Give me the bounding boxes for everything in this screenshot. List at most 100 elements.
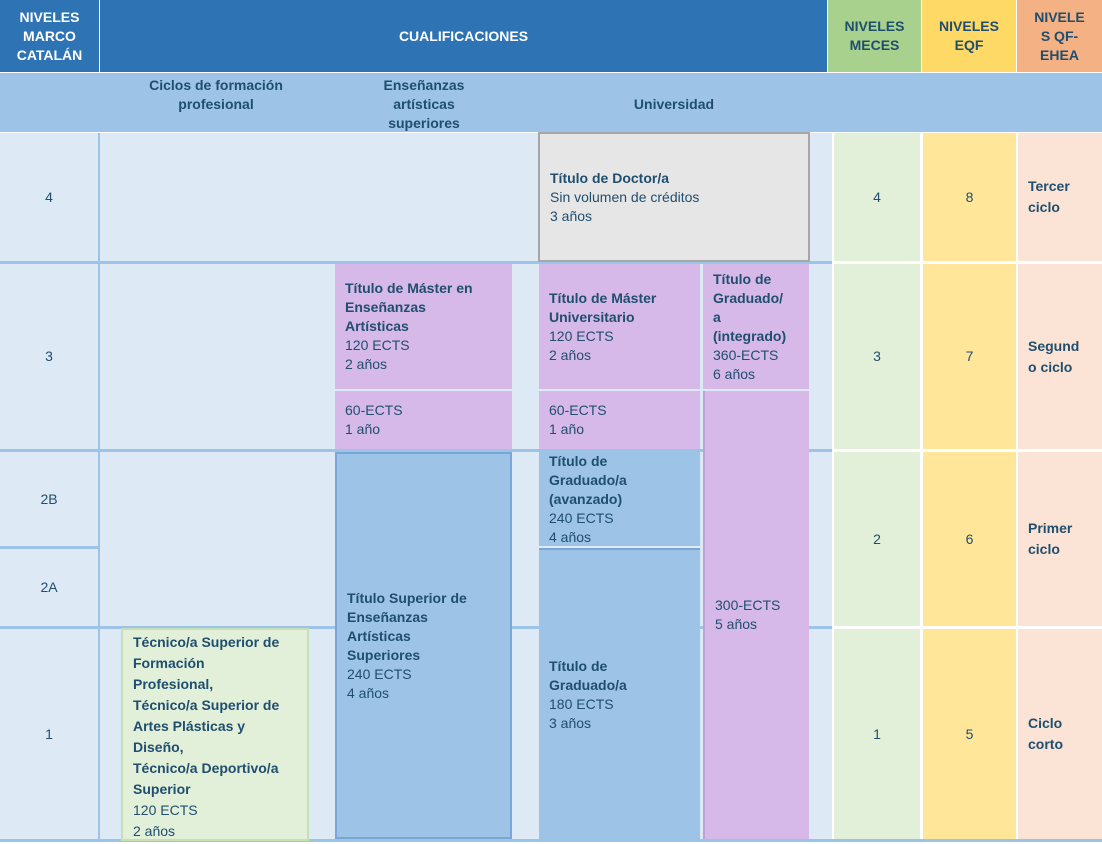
- eqf-5: 5: [923, 629, 1016, 839]
- level-4: 4: [0, 133, 98, 261]
- master-artisticas-title3: Artísticas: [345, 318, 409, 334]
- ects-300-cell: 300-ECTS 5 años: [703, 391, 809, 839]
- master-artisticas-credits: 120 ECTS: [345, 337, 410, 353]
- qf-segundo-line1: Segund: [1028, 337, 1080, 354]
- row-separator: [0, 449, 832, 452]
- ects-300-credits: 300-ECTS: [715, 597, 781, 613]
- tecnico-title6: Diseño,: [133, 739, 184, 755]
- col-separator: [98, 133, 100, 841]
- graduado-avanzado-cell: Título de Graduado/a (avanzado) 240 ECTS…: [539, 452, 700, 546]
- graduado-avanzado-title3: (avanzado): [549, 490, 623, 507]
- header-cualificaciones: CUALIFICACIONES: [100, 0, 827, 72]
- level-2b: 2B: [0, 452, 98, 546]
- subheader-ciclos-line2: profesional: [178, 96, 254, 112]
- ects-300-years: 5 años: [715, 616, 758, 632]
- header-eqf-line2: EQF: [954, 37, 984, 53]
- artisticas-60-cell: 60-ECTS 1 año: [335, 391, 512, 449]
- graduado-years: 3 años: [549, 714, 592, 731]
- master-universitario-credits: 120 ECTS: [549, 327, 614, 344]
- graduado-title1: Título de: [549, 657, 608, 674]
- superior-artisticas-years: 4 años: [347, 684, 390, 701]
- subheader-ensenanzas-line2: artísticas: [393, 96, 455, 112]
- superior-artisticas-title2: Enseñanzas: [347, 608, 428, 625]
- graduado-avanzado-years: 4 años: [549, 528, 592, 545]
- header-qf-line1: NIVELE: [1034, 8, 1085, 25]
- header-qf-line2: S QF-: [1040, 27, 1079, 44]
- subheader-ensenanzas: Enseñanzas artísticas superiores: [334, 76, 514, 133]
- header-niveles-marco-line3: CATALÁN: [16, 46, 83, 63]
- tecnico-title2: Formación: [133, 655, 205, 671]
- eqf-8: 8: [923, 133, 1016, 261]
- subheader-universidad: Universidad: [538, 95, 810, 114]
- graduado-integrado-years: 6 años: [713, 365, 756, 382]
- meces-2-label: 2: [873, 530, 881, 547]
- header-eqf-line1: NIVELES: [939, 18, 999, 34]
- master-artisticas-cell: Título de Máster en Enseñanzas Artística…: [335, 264, 512, 389]
- graduado-avanzado-credits: 240 ECTS: [549, 509, 614, 526]
- tecnico-title1: Técnico/a Superior de: [133, 634, 280, 650]
- master-artisticas-title2: Enseñanzas: [345, 299, 426, 315]
- row-separator: [0, 839, 1102, 842]
- universidad-60-years: 1 año: [549, 421, 585, 437]
- eqf-7: 7: [923, 264, 1016, 449]
- eqf-6: 6: [923, 452, 1016, 626]
- qf-tercer-ciclo: Tercer ciclo: [1018, 133, 1102, 261]
- graduado-cell: Título de Graduado/a 180 ECTS 3 años: [539, 548, 700, 839]
- artisticas-60-credits: 60-ECTS: [345, 402, 403, 418]
- level-1: 1: [0, 629, 98, 839]
- superior-artisticas-title4: Superiores: [347, 646, 421, 663]
- doctor-credits: Sin volumen de créditos: [550, 188, 700, 205]
- graduado-integrado-credits: 360-ECTS: [713, 346, 779, 363]
- level-3: 3: [0, 264, 98, 449]
- master-universitario-years: 2 años: [549, 346, 592, 363]
- qf-tercer-line1: Tercer: [1028, 178, 1070, 194]
- superior-artisticas-title3: Artísticas: [347, 627, 411, 644]
- graduado-integrado-cell: Título de Graduado/ a (integrado) 360-EC…: [703, 264, 809, 389]
- tecnico-title8: Superior: [133, 781, 191, 797]
- header-meces-line1: NIVELES: [844, 18, 905, 34]
- meces-3: 3: [834, 264, 920, 449]
- level-2b-label: 2B: [40, 490, 58, 507]
- tecnico-title7: Técnico/a Deportivo/a: [133, 760, 279, 776]
- graduado-avanzado-title1: Título de: [549, 452, 608, 469]
- level-2a-label: 2A: [40, 579, 58, 595]
- subheader-ensenanzas-line1: Enseñanzas: [383, 77, 465, 93]
- graduado-title2: Graduado/a: [549, 676, 627, 693]
- tecnico-title5: Artes Plásticas y: [133, 718, 246, 734]
- master-artisticas-years: 2 años: [345, 356, 388, 372]
- qf-primer-line1: Primer: [1028, 520, 1073, 536]
- tecnico-credits: 120 ECTS: [133, 802, 198, 818]
- superior-artisticas-cell: Título Superior de Enseñanzas Artísticas…: [335, 452, 512, 839]
- meces-4-label: 4: [873, 188, 881, 205]
- superior-artisticas-credits: 240 ECTS: [347, 665, 412, 682]
- tecnico-title4: Técnico/a Superior de: [133, 697, 280, 713]
- graduado-integrado-title4: (integrado): [713, 327, 787, 344]
- eqf-8-label: 8: [965, 188, 974, 205]
- qf-segundo-line2: o ciclo: [1028, 358, 1073, 375]
- subheader-ciclos: Ciclos de formación profesional: [100, 76, 332, 114]
- graduado-integrado-title1: Título de: [713, 270, 772, 287]
- eqf-7-label: 7: [965, 348, 974, 364]
- master-universitario-title2: Universitario: [549, 308, 635, 325]
- universidad-60-cell: 60-ECTS 1 año: [539, 391, 700, 449]
- qf-primer-line2: ciclo: [1028, 541, 1060, 557]
- universidad-60-credits: 60-ECTS: [549, 402, 607, 418]
- doctor-cell: Título de Doctor/a Sin volumen de crédit…: [538, 132, 810, 262]
- master-universitario-cell: Título de Máster Universitario 120 ECTS …: [539, 264, 700, 389]
- header-niveles-marco-line2: MARCO: [23, 27, 76, 44]
- level-2a: 2A: [0, 549, 98, 626]
- subheader-bar: [0, 73, 1102, 132]
- tecnico-title3: Profesional,: [133, 676, 214, 692]
- header-cualificaciones-label: CUALIFICACIONES: [398, 27, 529, 44]
- qf-corto-line2: corto: [1028, 736, 1063, 752]
- header-meces-line2: MECES: [849, 37, 900, 53]
- tecnico-superior-cell: Técnico/a Superior de Formación Profesio…: [121, 628, 309, 841]
- master-universitario-title1: Título de Máster: [549, 289, 657, 306]
- superior-artisticas-title1: Título Superior de: [347, 589, 467, 606]
- qf-primer-ciclo: Primer ciclo: [1018, 452, 1102, 626]
- meces-1-label: 1: [873, 725, 881, 742]
- artisticas-60-years: 1 año: [345, 421, 381, 437]
- subheader-ensenanzas-line3: superiores: [388, 115, 460, 131]
- subheader-universidad-label: Universidad: [633, 96, 715, 112]
- eqf-5-label: 5: [965, 725, 974, 742]
